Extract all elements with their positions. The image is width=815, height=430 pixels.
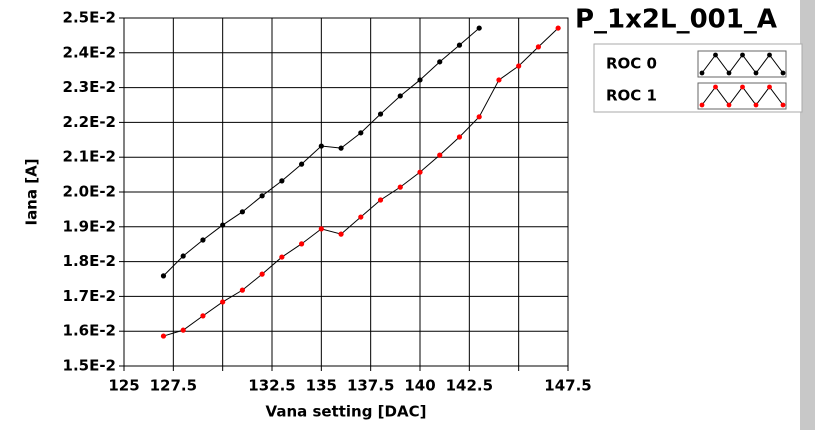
- y-tick-label: 2.0E-2: [63, 183, 116, 201]
- data-point: [358, 130, 364, 136]
- data-point: [239, 209, 245, 215]
- data-point: [160, 273, 167, 279]
- y-tick-label: 2.2E-2: [63, 113, 116, 131]
- x-tick-label: 142.5: [446, 377, 493, 395]
- y-tick-label: 1.7E-2: [63, 287, 116, 305]
- legend-marker: [767, 84, 772, 90]
- legend-label: ROC 1: [606, 87, 657, 105]
- x-tick-label: 132.5: [248, 377, 295, 395]
- data-point: [160, 333, 167, 339]
- data-point: [417, 77, 423, 83]
- data-point: [377, 111, 384, 117]
- legend-marker: [699, 70, 705, 76]
- data-point: [496, 77, 502, 83]
- legend-marker: [699, 102, 705, 108]
- data-point: [476, 25, 482, 31]
- data-point: [180, 327, 186, 333]
- legend-marker: [726, 102, 732, 108]
- data-point: [259, 193, 265, 199]
- legend-label: ROC 0: [606, 55, 657, 73]
- legend-marker: [726, 70, 732, 76]
- x-tick-label: 147.5: [544, 377, 591, 395]
- data-point: [476, 114, 482, 120]
- legend-marker: [753, 70, 759, 76]
- chart-title: P_1x2L_001_A: [575, 5, 777, 35]
- data-point: [397, 184, 403, 190]
- legend-marker: [780, 102, 786, 108]
- legend-marker: [740, 84, 745, 90]
- y-tick-label: 1.6E-2: [63, 322, 116, 340]
- y-tick-label: 2.3E-2: [63, 78, 116, 96]
- data-point: [377, 197, 384, 203]
- data-point: [338, 145, 344, 151]
- data-point: [456, 42, 463, 48]
- data-point: [358, 214, 364, 220]
- data-point: [259, 271, 265, 277]
- y-tick-label: 1.9E-2: [63, 217, 116, 235]
- y-axis-label: Iana [A]: [23, 158, 41, 225]
- data-point: [437, 59, 443, 65]
- legend-marker: [713, 52, 718, 58]
- legend-marker: [740, 52, 745, 58]
- x-tick-label: 125: [108, 377, 139, 395]
- data-point: [456, 134, 463, 140]
- legend-marker: [753, 102, 759, 108]
- legend-marker: [767, 52, 772, 58]
- x-tick-label: 140: [404, 377, 435, 395]
- data-point: [279, 254, 285, 260]
- y-tick-label: 2.4E-2: [63, 43, 116, 61]
- legend-marker: [713, 84, 718, 90]
- y-tick-label: 2.5E-2: [63, 9, 116, 27]
- data-point: [397, 93, 403, 99]
- data-point: [516, 63, 522, 69]
- data-point: [299, 241, 305, 247]
- data-point: [555, 25, 561, 31]
- y-tick-label: 1.8E-2: [63, 252, 116, 270]
- data-point: [299, 161, 305, 167]
- data-point: [200, 237, 206, 243]
- data-point: [318, 226, 324, 232]
- data-point: [180, 253, 186, 259]
- data-point: [220, 299, 226, 305]
- x-tick-label: 127.5: [150, 377, 197, 395]
- data-point: [417, 169, 423, 175]
- data-point: [318, 143, 324, 149]
- data-point: [338, 231, 344, 237]
- x-tick-label: 135: [306, 377, 337, 395]
- x-axis-label: Vana setting [DAC]: [266, 403, 427, 421]
- y-tick-label: 1.5E-2: [63, 357, 116, 375]
- data-point: [279, 178, 285, 184]
- x-tick-label: 137.5: [347, 377, 394, 395]
- data-point: [200, 313, 206, 319]
- legend-marker: [780, 70, 786, 76]
- data-point: [437, 152, 443, 158]
- data-point: [535, 44, 542, 50]
- data-point: [220, 222, 226, 228]
- side-bar: [800, 0, 815, 430]
- data-point: [239, 287, 245, 293]
- y-tick-label: 2.1E-2: [63, 148, 116, 166]
